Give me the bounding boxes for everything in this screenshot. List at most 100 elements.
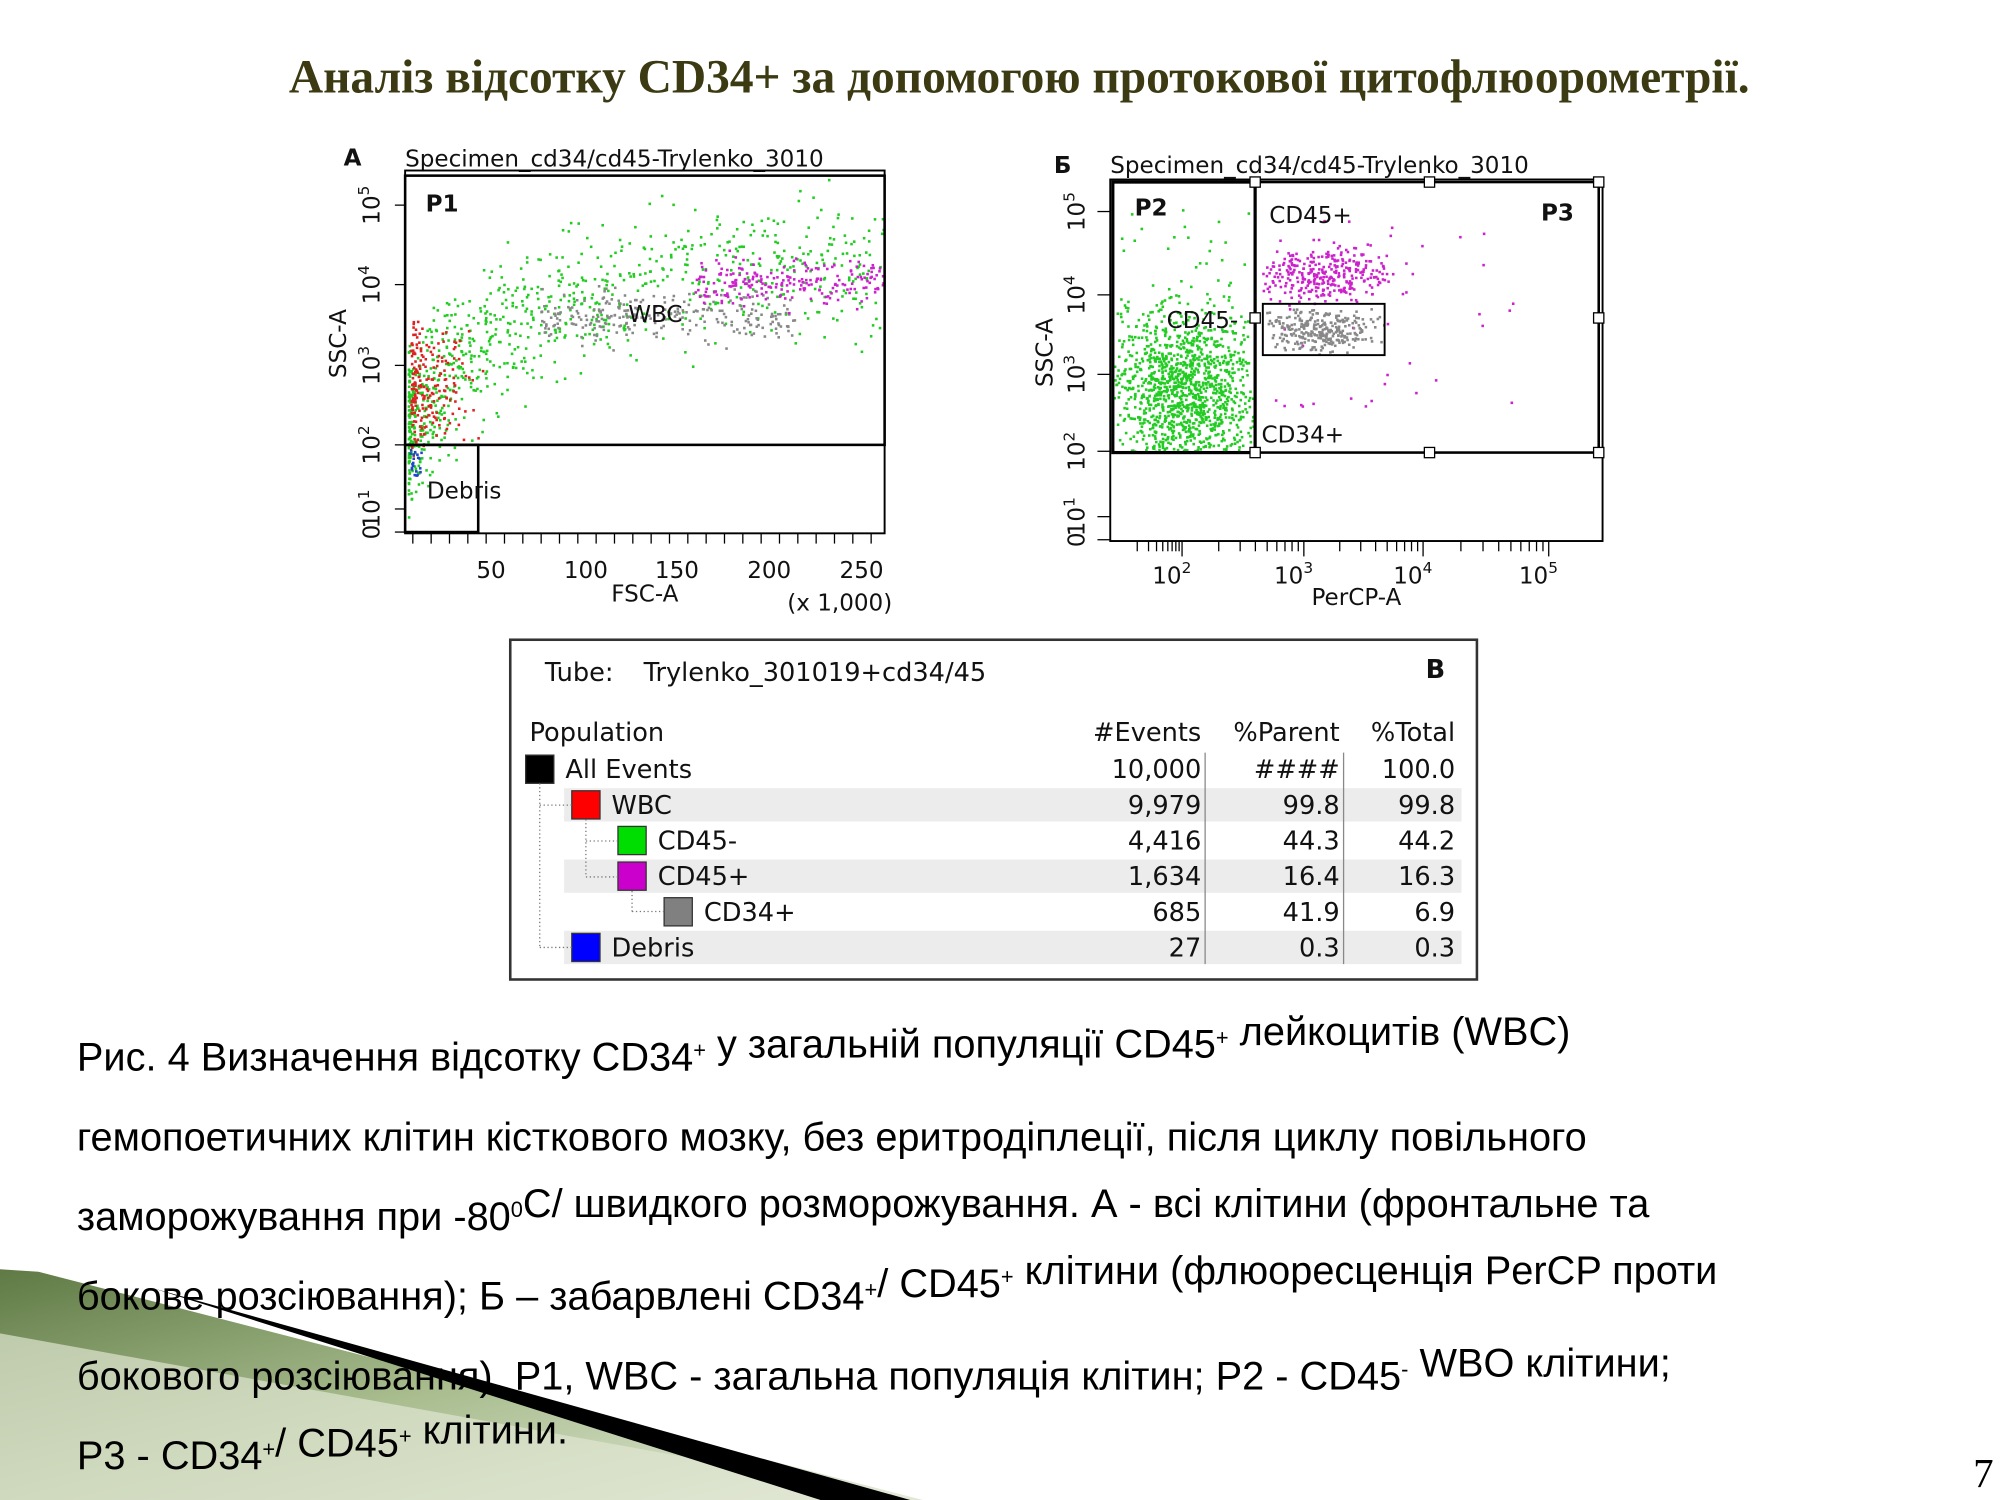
event-dot [1154, 423, 1158, 427]
event-dot [412, 382, 415, 386]
event-dot [429, 350, 433, 354]
event-dot [1219, 343, 1222, 347]
event-dot [728, 285, 731, 288]
event-dot [1153, 394, 1157, 398]
event-dot [1163, 365, 1167, 369]
event-dot [1167, 287, 1171, 291]
event-dot [1161, 403, 1164, 406]
event-dot [770, 268, 773, 272]
event-dot [1323, 219, 1326, 223]
x-tick-label: 105 [1519, 559, 1558, 589]
event-dot [436, 359, 440, 363]
event-dot [841, 282, 845, 286]
event-dot [493, 382, 497, 386]
event-dot [745, 296, 748, 299]
event-dot [1161, 355, 1164, 358]
event-dot [731, 302, 735, 305]
event-dot [1174, 436, 1178, 440]
event-dot [1312, 274, 1316, 278]
event-dot [1132, 435, 1136, 438]
event-dot [1163, 447, 1167, 451]
event-dot [707, 306, 711, 310]
event-dot [1511, 302, 1515, 305]
event-dot [766, 296, 769, 300]
event-dot [538, 332, 541, 335]
event-dot [594, 339, 597, 342]
event-dot [712, 291, 716, 294]
event-dot [484, 316, 488, 320]
event-dot [1221, 393, 1225, 397]
event-dot [1168, 296, 1172, 300]
event-dot [426, 349, 429, 352]
event-dot [1176, 334, 1179, 338]
event-dot [1206, 360, 1210, 364]
event-dot [1224, 356, 1227, 360]
event-dot [1162, 398, 1166, 401]
event-dot [1134, 395, 1137, 398]
event-dot [1219, 419, 1223, 422]
event-dot [411, 376, 415, 380]
event-dot [423, 422, 426, 425]
y-tick-label: 101 [1060, 497, 1090, 536]
event-dot [1237, 449, 1241, 452]
event-dot [742, 280, 745, 284]
event-dot [782, 293, 785, 296]
event-dot [831, 286, 835, 290]
event-dot [1225, 409, 1228, 412]
event-dot [1309, 268, 1313, 271]
event-dot [1188, 315, 1191, 319]
event-dot [749, 286, 752, 289]
event-dot [1361, 338, 1364, 341]
event-dot [625, 321, 628, 325]
event-dot [1198, 364, 1201, 368]
event-dot [742, 296, 745, 299]
event-dot [1207, 415, 1210, 419]
event-dot [577, 222, 580, 225]
event-dot [628, 242, 632, 245]
event-dot [1151, 284, 1155, 287]
event-dot [1298, 346, 1302, 350]
event-dot [1176, 391, 1179, 394]
event-dot [837, 213, 840, 216]
event-dot [682, 310, 685, 314]
gate-label: WBC [628, 302, 682, 328]
event-dot [703, 293, 706, 297]
event-dot [446, 313, 449, 317]
event-dot [1371, 320, 1375, 324]
event-dot [1283, 404, 1286, 408]
population-name: CD45- [658, 826, 737, 856]
event-dot [1199, 405, 1202, 408]
caption: Рис. 4 Визначення відсотку CD34+ у загал… [77, 1010, 1717, 1478]
event-dot [725, 347, 728, 350]
event-dot [412, 366, 416, 370]
event-dot [427, 404, 431, 408]
event-dot [1144, 411, 1148, 415]
caption-text: клітини (флюоресценція PerCP проти [1014, 1249, 1718, 1293]
event-dot [606, 280, 609, 283]
event-dot [1340, 251, 1343, 254]
event-dot [1148, 427, 1152, 431]
event-dot [751, 277, 755, 281]
event-dot [1233, 350, 1237, 354]
event-dot [567, 265, 570, 269]
event-dot [880, 232, 884, 236]
event-dot [410, 432, 414, 436]
event-dot [452, 347, 456, 351]
event-dot [678, 317, 682, 321]
event-dot [1144, 379, 1147, 383]
event-dot [1339, 288, 1343, 292]
event-dot [1219, 404, 1222, 408]
event-dot [667, 310, 670, 314]
event-dot [606, 272, 609, 276]
event-dot [1238, 439, 1242, 442]
event-dot [1155, 392, 1158, 396]
event-dot [1313, 278, 1316, 282]
event-dot [708, 302, 712, 306]
event-dot [427, 345, 431, 349]
event-dot [476, 387, 479, 391]
event-dot [1225, 368, 1229, 372]
event-dot [662, 337, 665, 340]
event-dot [1214, 423, 1217, 427]
event-dot [678, 312, 681, 315]
event-dot [789, 266, 792, 269]
